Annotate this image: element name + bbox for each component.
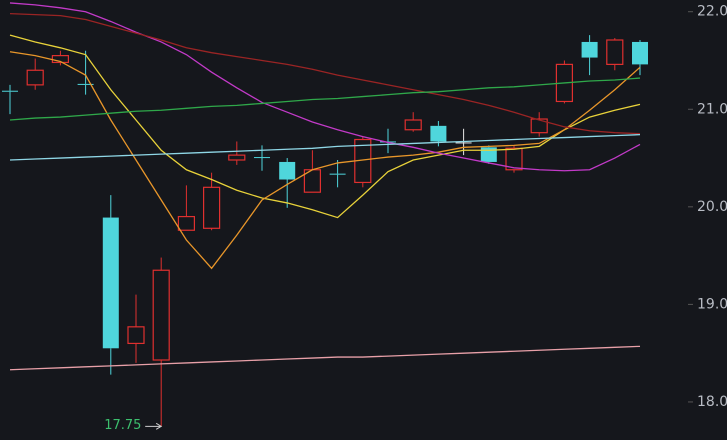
candle-body: [530, 118, 548, 134]
candle-body: [254, 157, 270, 159]
y-tick-label: 20.0: [697, 199, 727, 215]
candle-body: [203, 186, 221, 229]
candle-body: [404, 119, 422, 131]
candle-body: [632, 41, 648, 65]
candle-body: [480, 147, 497, 162]
candle-body: [152, 269, 170, 361]
annotation-arrowhead: [155, 422, 163, 430]
candle-body: [2, 90, 18, 92]
y-tick-label: 22.0: [697, 4, 727, 20]
candle-body: [581, 41, 598, 58]
candle-body: [26, 69, 44, 86]
candle-body: [505, 147, 523, 171]
y-tick-label: 21.0: [697, 101, 727, 117]
moving-average-line: [9, 345, 641, 371]
candle-body: [102, 217, 119, 349]
candle-body: [127, 326, 145, 345]
candle-body: [455, 142, 472, 144]
candle-body: [329, 173, 346, 175]
y-tick-label: 18.0: [697, 394, 727, 410]
low-annotation: 17.75: [104, 418, 141, 433]
candle-body: [606, 39, 624, 65]
candle-body: [177, 215, 195, 231]
moving-average-line: [9, 51, 641, 270]
candle-body: [430, 125, 447, 142]
candle-body: [77, 83, 94, 85]
y-tick-label: 19.0: [697, 296, 727, 312]
candle-body: [279, 161, 296, 180]
moving-average-line: [9, 77, 641, 121]
moving-average-line: [9, 34, 641, 219]
moving-average-line: [9, 133, 641, 161]
moving-average-line: [9, 13, 641, 135]
candle-body: [228, 154, 246, 161]
moving-average-line: [9, 2, 641, 172]
